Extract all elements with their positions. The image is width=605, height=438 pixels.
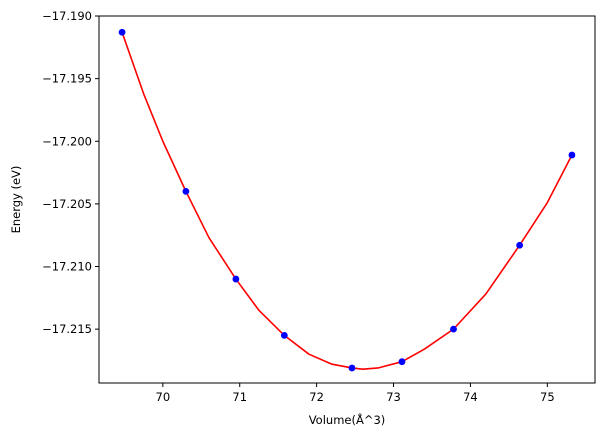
data-point	[232, 275, 240, 283]
data-point	[182, 187, 190, 195]
x-tick-label: 70	[156, 390, 171, 404]
x-tick-label: 75	[540, 390, 555, 404]
x-tick-label: 71	[232, 390, 247, 404]
y-tick-label: −17.215	[42, 322, 92, 336]
fit-curve-layer	[121, 32, 573, 371]
x-tick-label: 73	[386, 390, 401, 404]
x-axis-ticks: 70 71 72 73 74 75	[156, 383, 555, 404]
data-point	[450, 325, 457, 333]
data-point	[398, 358, 406, 366]
x-tick-label: 74	[463, 390, 478, 404]
data-point	[280, 332, 288, 339]
data-point	[118, 28, 126, 36]
data-point	[568, 151, 576, 159]
y-tick-label: −17.195	[42, 72, 92, 86]
fit-curve	[121, 32, 573, 371]
plot-frame	[98, 15, 596, 384]
y-tick-label: −17.205	[42, 197, 92, 211]
x-tick-label: 72	[309, 390, 324, 404]
data-point	[516, 241, 524, 249]
y-tick-label: −17.200	[42, 134, 92, 148]
y-axis-label: Energy (eV)	[9, 166, 23, 234]
data-point	[348, 364, 356, 372]
x-axis-label: Volume(Å^3)	[309, 412, 386, 427]
y-axis-ticks: −17.190 −17.195 −17.200 −17.205 −17.210 −17.2…	[42, 9, 99, 336]
y-tick-label: −17.210	[42, 260, 92, 274]
data-points-layer	[118, 28, 576, 372]
plot-area	[118, 28, 576, 372]
y-tick-label: −17.190	[42, 9, 92, 23]
